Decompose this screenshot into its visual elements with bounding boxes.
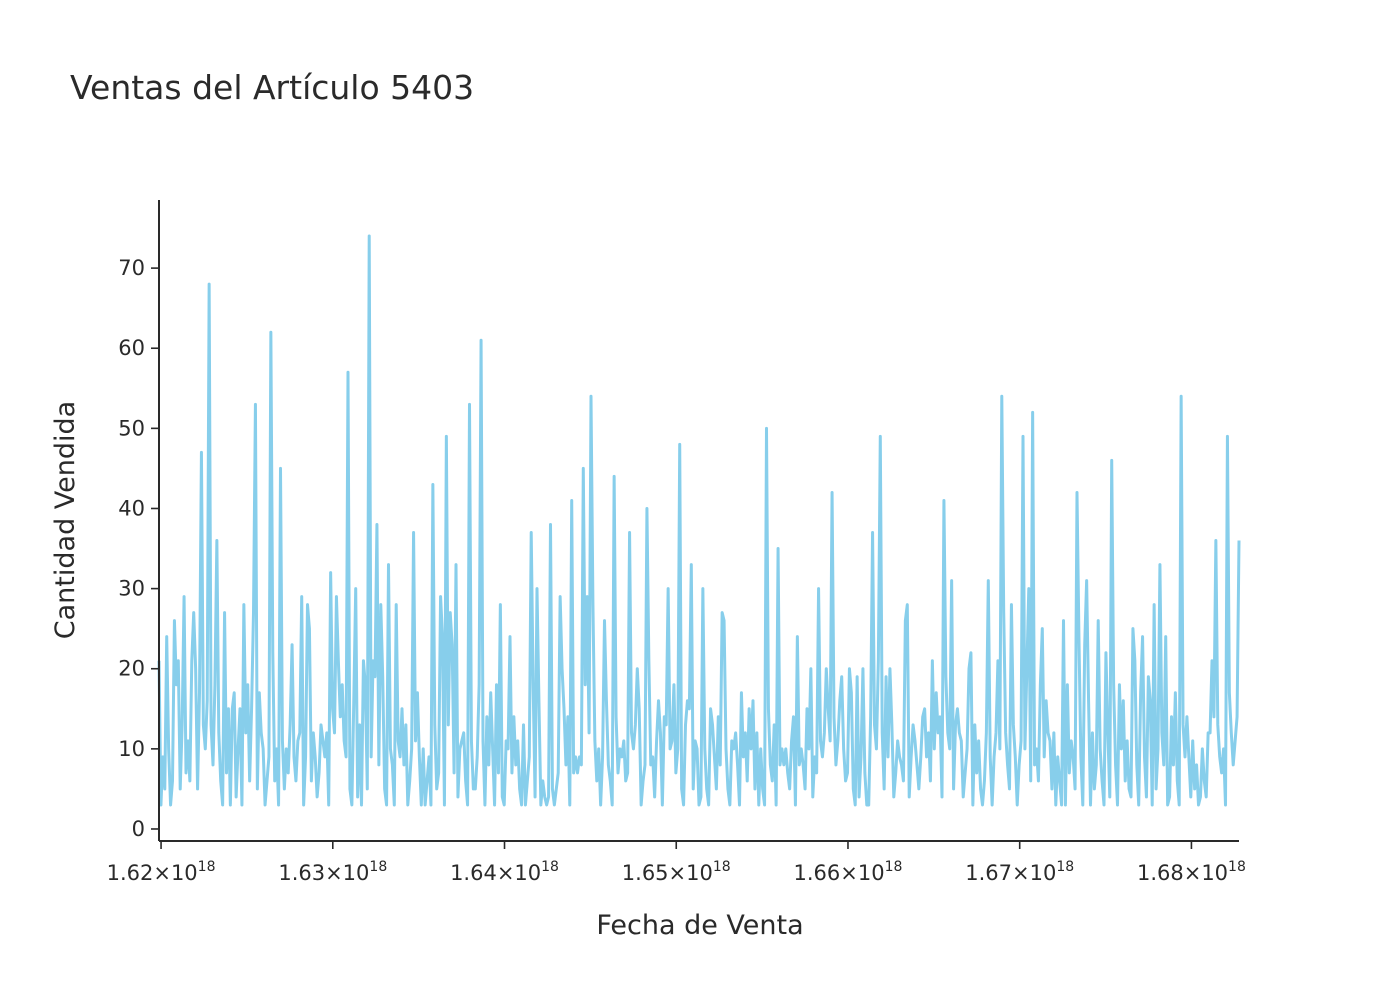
x-axis-ticks: 1.62×1018 1.63×1018 1.64×1018 1.65×1018 1.66…	[107, 841, 1246, 885]
x-axis-title: Fecha de Venta	[596, 910, 803, 941]
x-tick-label: 1.64×1018	[450, 859, 559, 885]
chart-title: Ventas del Artículo 5403	[70, 68, 474, 107]
y-tick-label: 0	[132, 817, 145, 841]
x-tick-label: 1.63×1018	[278, 859, 387, 885]
x-tick-label: 1.68×1018	[1137, 859, 1246, 885]
x-tick-label: 1.67×1018	[965, 859, 1074, 885]
y-tick-label: 60	[118, 336, 145, 360]
x-tick-label: 1.66×1018	[794, 859, 903, 885]
y-axis-ticks: 0 10 20 30 40 50 60 70	[118, 256, 159, 841]
y-tick-label: 30	[118, 577, 145, 601]
y-tick-label: 10	[118, 737, 145, 761]
y-tick-label: 70	[118, 256, 145, 280]
y-axis-title: Cantidad Vendida	[50, 401, 81, 639]
y-tick-label: 40	[118, 496, 145, 520]
series-line	[157, 234, 1241, 807]
x-tick-label: 1.62×1018	[107, 859, 216, 885]
plot-area	[157, 234, 1241, 807]
y-tick-label: 50	[118, 416, 145, 440]
y-tick-label: 20	[118, 657, 145, 681]
x-tick-label: 1.65×1018	[622, 859, 731, 885]
